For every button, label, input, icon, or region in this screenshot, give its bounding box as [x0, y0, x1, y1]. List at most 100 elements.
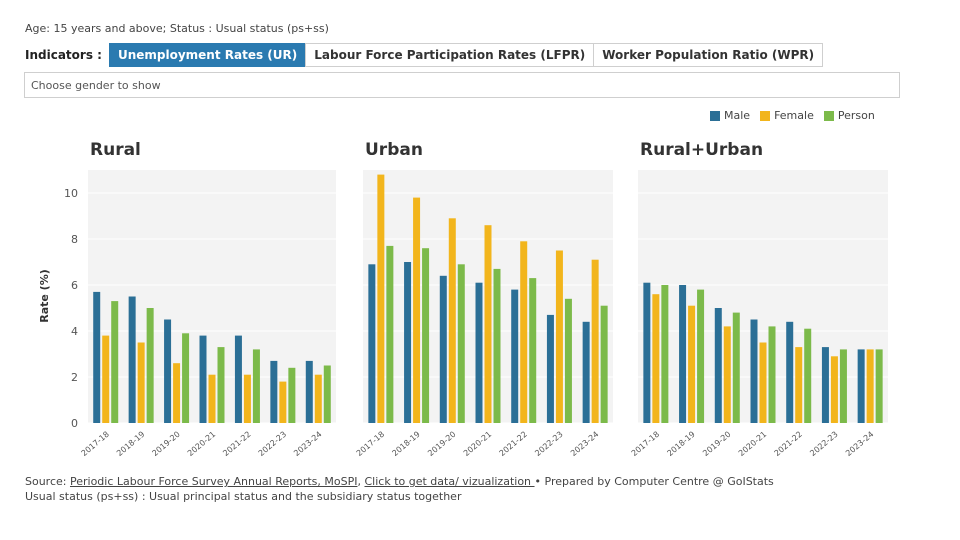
legend-swatch-female — [760, 110, 771, 121]
bar-female — [555, 250, 563, 423]
y-tick-label: 8 — [71, 233, 78, 246]
x-tick-label: 2021-22 — [498, 430, 529, 458]
x-tick-label: 2019-20 — [426, 430, 457, 458]
bar-person — [839, 349, 847, 423]
bar-female — [279, 381, 287, 423]
x-tick-label: 2022-23 — [808, 430, 839, 458]
bar-female — [413, 197, 421, 423]
y-tick-label: 10 — [64, 187, 78, 200]
bar-female — [520, 241, 528, 423]
indicator-tabs: Indicators : Unemployment Rates (UR) Lab… — [25, 43, 824, 67]
bar-male — [750, 319, 758, 423]
bar-female — [314, 374, 322, 423]
data-link[interactable]: Click to get data/ vizualization — [364, 475, 535, 488]
bar-person — [529, 278, 537, 423]
legend: Male Female Person — [710, 109, 885, 122]
x-tick-label: 2019-20 — [701, 430, 732, 458]
tab-unemployment-rates[interactable]: Unemployment Rates (UR) — [108, 43, 307, 67]
bar-male — [475, 282, 483, 423]
bar-person — [422, 248, 430, 423]
bar-person — [697, 289, 705, 423]
bar-female — [795, 347, 803, 423]
bar-male — [714, 308, 722, 423]
x-tick-label: 2018-19 — [665, 430, 696, 458]
bar-female — [866, 349, 874, 423]
y-tick-label: 0 — [71, 417, 78, 430]
status-note: Age: 15 years and above; Status : Usual … — [25, 22, 329, 35]
tab-lfpr[interactable]: Labour Force Participation Rates (LFPR) — [305, 43, 595, 67]
chart-title: Urban — [365, 140, 423, 160]
bar-male — [93, 291, 101, 423]
legend-swatch-male — [710, 110, 720, 121]
bar-person — [386, 245, 394, 423]
status-footnote: Usual status (ps+ss) : Usual principal s… — [25, 490, 462, 503]
legend-label-person: Person — [837, 109, 875, 122]
bar-female — [723, 326, 731, 423]
x-tick-label: 2022-23 — [257, 430, 288, 458]
legend-label-male: Male — [724, 109, 751, 122]
gender-select-placeholder: Choose gender to show — [31, 78, 161, 92]
bar-male — [511, 289, 519, 423]
legend-swatch-person — [823, 110, 834, 121]
bar-person — [661, 285, 669, 423]
source-link[interactable]: Periodic Labour Force Survey Annual Repo… — [69, 475, 358, 488]
bar-male — [368, 264, 376, 423]
bar-male — [857, 349, 865, 423]
bar-female — [377, 174, 385, 423]
tab-wpr[interactable]: Worker Population Ratio (WPR) — [593, 43, 824, 67]
bar-person — [146, 308, 154, 423]
bar-person — [732, 312, 740, 423]
bar-male — [643, 282, 651, 423]
x-tick-label: 2020-21 — [462, 430, 493, 458]
bar-male — [270, 360, 278, 423]
bar-person — [564, 298, 572, 423]
gender-select[interactable]: Choose gender to show — [24, 72, 900, 98]
x-tick-label: 2017-18 — [80, 430, 111, 458]
source-line: Source: Periodic Labour Force Survey Ann… — [25, 475, 774, 488]
bar-female — [759, 342, 767, 423]
bar-female — [591, 259, 599, 423]
legend-item-male[interactable]: Male — [710, 109, 750, 122]
bar-male — [679, 285, 687, 423]
x-tick-label: 2018-19 — [390, 430, 421, 458]
x-tick-label: 2017-18 — [630, 430, 661, 458]
x-tick-label: 2018-19 — [115, 430, 146, 458]
bar-female — [243, 374, 251, 423]
bar-male — [821, 347, 829, 423]
bar-person — [323, 365, 331, 423]
bar-person — [217, 347, 225, 423]
bar-person — [768, 326, 776, 423]
bar-male — [234, 335, 242, 423]
bar-female — [484, 225, 492, 423]
bar-female — [688, 305, 696, 423]
x-tick-label: 2023-24 — [844, 430, 875, 458]
x-tick-label: 2021-22 — [221, 430, 252, 458]
y-tick-label: 2 — [71, 371, 78, 384]
bar-male — [546, 314, 554, 423]
chart-title: Rural+Urban — [640, 140, 763, 160]
y-tick-label: 6 — [71, 279, 78, 292]
bar-person — [493, 268, 501, 423]
y-axis-label: Rate (%) — [38, 269, 51, 323]
bar-male — [582, 321, 590, 423]
source-separator: , — [357, 475, 365, 488]
bar-female — [173, 363, 181, 423]
bar-male — [128, 296, 136, 423]
bar-female — [448, 218, 456, 423]
bar-male — [404, 262, 412, 423]
bar-person — [252, 349, 260, 423]
bar-person — [600, 305, 608, 423]
x-tick-label: 2021-22 — [773, 430, 804, 458]
x-tick-label: 2017-18 — [355, 430, 386, 458]
bar-male — [199, 335, 207, 423]
bar-female — [652, 294, 660, 423]
source-prefix: Source: — [25, 475, 70, 488]
bar-male — [164, 319, 172, 423]
legend-item-person[interactable]: Person — [823, 109, 875, 122]
x-tick-label: 2023-24 — [292, 430, 323, 458]
legend-label-female: Female — [774, 109, 814, 122]
y-tick-label: 4 — [71, 325, 78, 338]
bar-person — [111, 301, 119, 423]
legend-item-female[interactable]: Female — [760, 109, 814, 122]
